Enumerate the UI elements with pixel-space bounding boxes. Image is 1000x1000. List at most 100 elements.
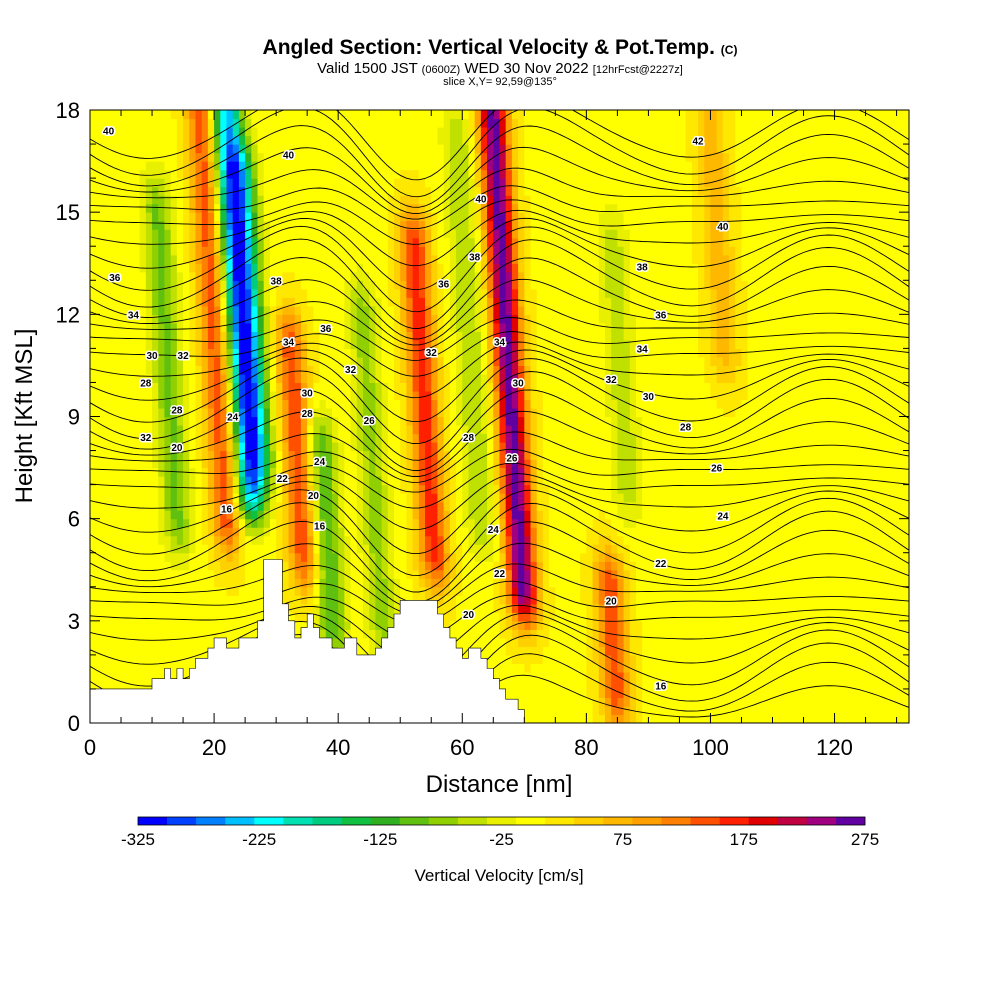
- velocity-cell: [145, 518, 153, 528]
- velocity-cell: [344, 288, 352, 298]
- velocity-cell: [400, 127, 408, 137]
- velocity-cell: [139, 169, 147, 179]
- velocity-cell: [344, 305, 352, 315]
- velocity-cell: [170, 425, 178, 435]
- velocity-cell: [176, 254, 184, 264]
- velocity-cell: [344, 578, 352, 588]
- velocity-cell: [381, 331, 389, 341]
- velocity-cell: [214, 169, 221, 179]
- velocity-cell: [387, 178, 395, 188]
- velocity-cell: [263, 518, 271, 528]
- velocity-cell: [356, 544, 364, 554]
- velocity-cell: [133, 569, 141, 579]
- velocity-cell: [164, 331, 172, 341]
- velocity-cell: [518, 595, 525, 605]
- velocity-cell: [394, 535, 401, 545]
- velocity-cell: [412, 501, 420, 511]
- velocity-cell: [139, 501, 147, 511]
- velocity-cell: [245, 280, 252, 290]
- velocity-cell: [505, 425, 513, 435]
- velocity-cell: [121, 339, 128, 349]
- velocity-cell: [480, 561, 488, 571]
- velocity-cell: [449, 271, 457, 281]
- velocity-cell: [338, 484, 345, 494]
- velocity-cell: [251, 237, 259, 247]
- velocity-cell: [456, 390, 463, 401]
- velocity-cell: [245, 271, 252, 281]
- velocity-cell: [207, 288, 215, 298]
- velocity-cell: [325, 254, 333, 264]
- velocity-cell: [294, 399, 302, 409]
- velocity-cell: [350, 348, 358, 358]
- velocity-cell: [121, 297, 128, 307]
- velocity-cell: [511, 237, 519, 247]
- velocity-cell: [108, 127, 116, 137]
- velocity-cell: [499, 322, 507, 332]
- velocity-cell: [418, 263, 426, 273]
- velocity-cell: [487, 493, 494, 503]
- velocity-cell: [468, 484, 476, 494]
- velocity-cell: [139, 237, 147, 247]
- velocity-cell: [238, 373, 246, 384]
- velocity-cell: [480, 118, 488, 128]
- velocity-cell: [394, 544, 401, 554]
- velocity-cell: [238, 450, 246, 460]
- velocity-cell: [90, 493, 97, 503]
- velocity-cell: [238, 459, 246, 469]
- velocity-cell: [245, 586, 252, 596]
- velocity-cell: [307, 373, 314, 384]
- velocity-cell: [319, 305, 327, 315]
- velocity-cell: [313, 161, 321, 171]
- velocity-cell: [139, 144, 147, 154]
- velocity-cell: [176, 127, 184, 137]
- velocity-cell: [468, 416, 476, 426]
- velocity-cell: [114, 510, 122, 520]
- velocity-cell: [127, 229, 135, 239]
- velocity-cell: [381, 297, 389, 307]
- velocity-cell: [394, 442, 401, 452]
- velocity-cell: [387, 544, 395, 554]
- velocity-cell: [511, 467, 519, 477]
- velocity-cell: [331, 569, 339, 579]
- velocity-cell: [232, 297, 240, 307]
- velocity-cell: [511, 297, 519, 307]
- velocity-cell: [96, 322, 103, 332]
- velocity-cell: [232, 612, 240, 622]
- velocity-cell: [269, 305, 277, 315]
- velocity-cell: [294, 169, 302, 179]
- velocity-cell: [381, 152, 389, 162]
- velocity-cell: [139, 561, 147, 571]
- velocity-cell: [220, 152, 228, 162]
- velocity-cell: [338, 586, 345, 596]
- velocity-cell: [468, 544, 476, 554]
- velocity-cell: [90, 348, 97, 358]
- velocity-cell: [449, 263, 457, 273]
- velocity-cell: [294, 450, 302, 460]
- velocity-cell: [300, 459, 308, 469]
- velocity-cell: [90, 161, 97, 171]
- velocity-cell: [232, 620, 240, 630]
- velocity-cell: [350, 212, 358, 222]
- velocity-cell: [381, 578, 389, 588]
- velocity-cell: [487, 663, 494, 673]
- velocity-cell: [456, 620, 463, 630]
- velocity-cell: [425, 169, 432, 179]
- velocity-cell: [369, 484, 376, 494]
- velocity-cell: [102, 663, 110, 673]
- velocity-cell: [251, 152, 259, 162]
- velocity-cell: [127, 620, 135, 630]
- velocity-cell: [468, 535, 476, 545]
- velocity-cell: [158, 603, 166, 613]
- velocity-cell: [176, 561, 184, 571]
- velocity-cell: [90, 544, 97, 554]
- velocity-cell: [226, 510, 234, 520]
- velocity-cell: [139, 186, 147, 196]
- velocity-cell: [480, 629, 488, 639]
- velocity-cell: [350, 297, 358, 307]
- velocity-cell: [462, 135, 470, 145]
- velocity-cell: [474, 416, 482, 426]
- velocity-cell: [331, 561, 339, 571]
- velocity-cell: [369, 501, 376, 511]
- velocity-cell: [183, 527, 190, 537]
- velocity-cell: [257, 612, 265, 622]
